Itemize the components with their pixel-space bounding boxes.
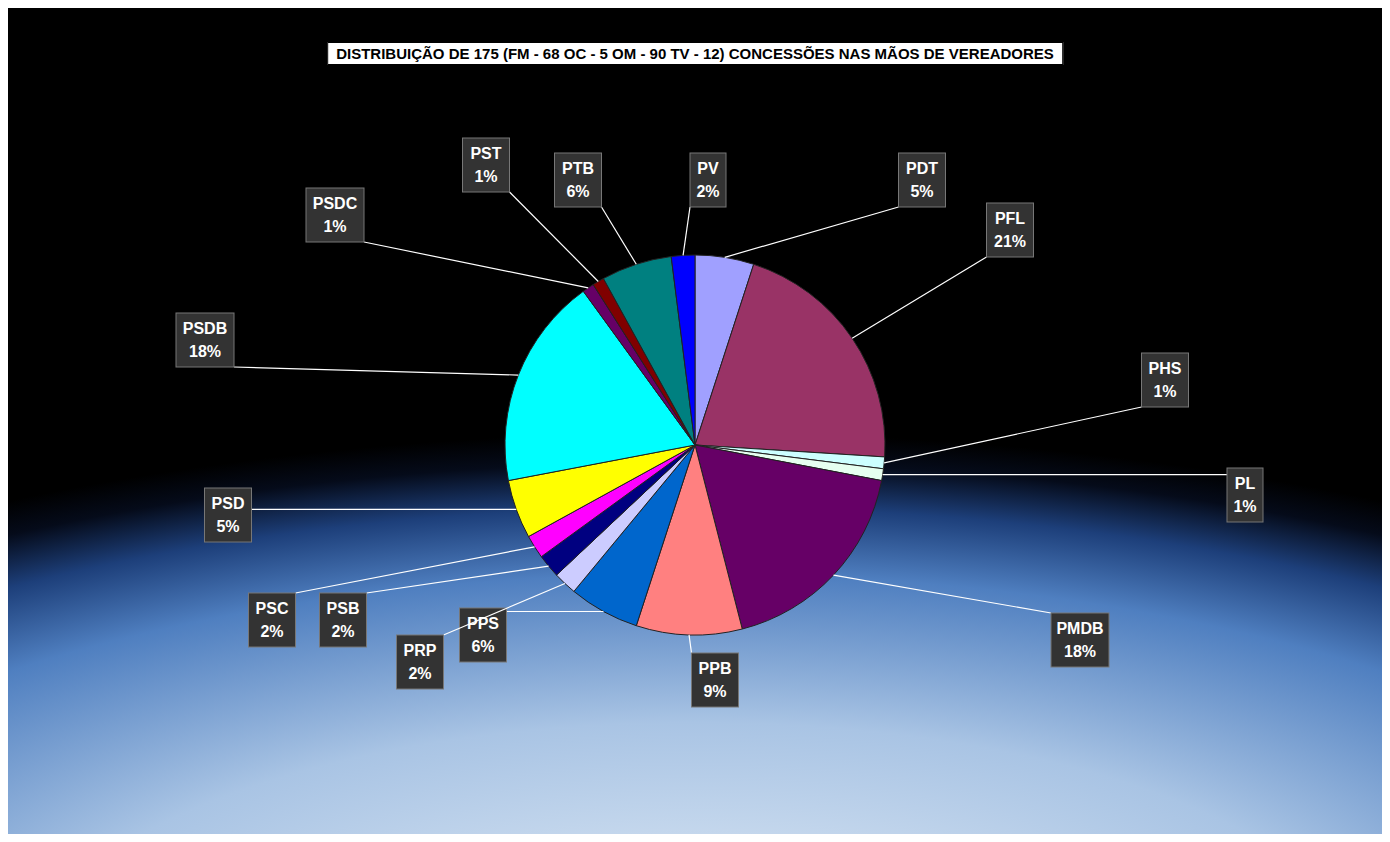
svg-text:1%: 1% [323,218,346,235]
svg-text:5%: 5% [216,518,239,535]
svg-text:9%: 9% [703,683,726,700]
svg-text:2%: 2% [260,623,283,640]
svg-text:PSB: PSB [327,600,360,617]
svg-text:18%: 18% [1064,643,1096,660]
svg-text:PHS: PHS [1149,360,1182,377]
svg-text:1%: 1% [1233,498,1256,515]
svg-text:2%: 2% [408,665,431,682]
svg-text:PST: PST [470,145,501,162]
svg-text:6%: 6% [471,638,494,655]
svg-text:2%: 2% [696,183,719,200]
svg-text:PPS: PPS [467,615,499,632]
svg-text:18%: 18% [189,343,221,360]
svg-text:PSDC: PSDC [313,195,358,212]
svg-text:PL: PL [1235,475,1256,492]
svg-text:PSDB: PSDB [183,320,227,337]
svg-text:PTB: PTB [562,160,594,177]
svg-text:1%: 1% [474,168,497,185]
svg-text:1%: 1% [1153,383,1176,400]
svg-text:6%: 6% [566,183,589,200]
svg-text:PPB: PPB [699,660,732,677]
svg-text:PSD: PSD [212,495,245,512]
svg-text:21%: 21% [994,233,1026,250]
svg-text:5%: 5% [910,183,933,200]
svg-text:PSC: PSC [256,600,289,617]
svg-text:PFL: PFL [995,210,1025,227]
svg-text:PMDB: PMDB [1056,620,1103,637]
svg-text:PRP: PRP [404,642,437,659]
svg-text:2%: 2% [331,623,354,640]
html-text:DISTRIBUIÇÃO DE 175 (FM - 68 O: DISTRIBUIÇÃO DE 175 (FM - 68 OC - 5 OM -… [336,45,1054,62]
svg-text:PV: PV [697,160,719,177]
svg-text:PDT: PDT [906,160,938,177]
